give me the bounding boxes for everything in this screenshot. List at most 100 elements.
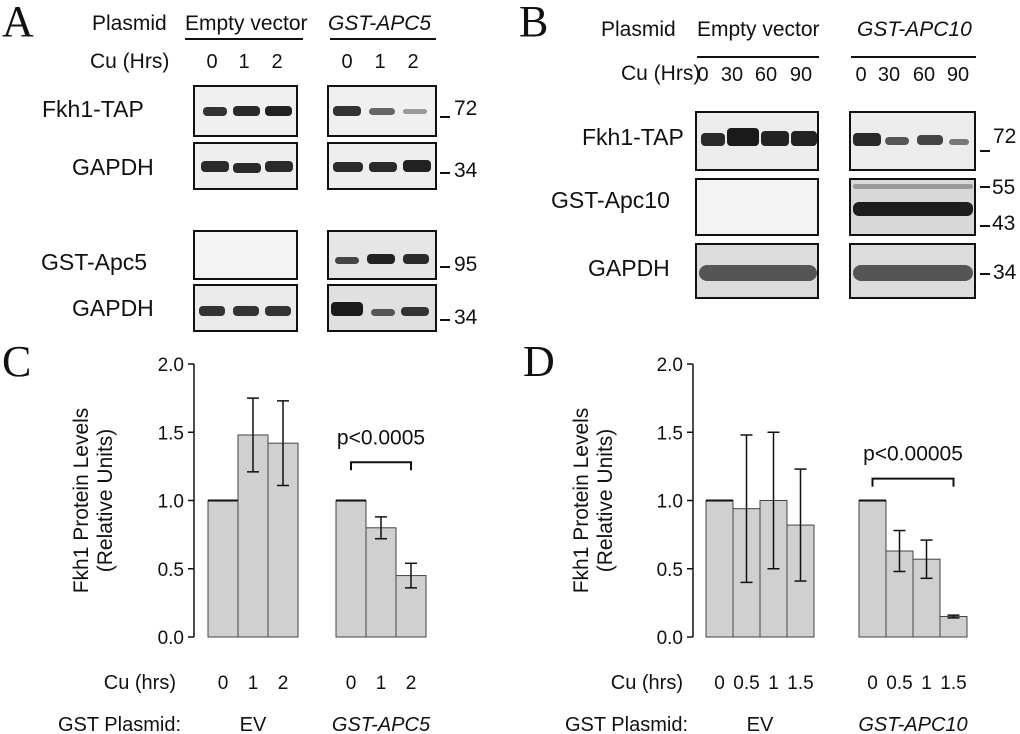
panel-label-c: C (2, 337, 32, 386)
row-label: GAPDH (72, 154, 154, 180)
y-axis-label: Fkh1 Protein Levels (570, 408, 593, 594)
y-tick-label: 2.0 (158, 355, 184, 376)
bar-chart-c: Fkh1 Protein Levels (Relative Units) 0.0 0.… (58, 355, 431, 734)
y-tick-label: 1.5 (657, 423, 683, 444)
x-tick-label: 0 (714, 673, 725, 694)
row-label: GAPDH (588, 255, 670, 281)
lane-label: 1 (374, 51, 386, 73)
row-label: Fkh1-TAP (582, 124, 684, 150)
mw-label: 34 (454, 306, 478, 329)
row-label: GST-Apc10 (551, 187, 670, 213)
mw-tick (440, 116, 450, 118)
plasmid-row-label: GST Plasmid: (565, 714, 688, 734)
bar (705, 500, 734, 638)
mw-tick (980, 186, 990, 188)
blot-a-gapdh-gst (327, 142, 437, 190)
lane-label: 60 (912, 64, 936, 86)
plasmid-label: EV (240, 714, 267, 734)
y-tick-label: 1.0 (657, 492, 683, 513)
x-tick-label: 1.5 (940, 673, 966, 694)
blot-a-gapdh-ev (193, 142, 298, 190)
p-value-annotation: p<0.00005 (863, 443, 963, 466)
group-name-b-ev: Empty vector (697, 18, 820, 41)
mw-tick (440, 266, 450, 268)
cu-label-a: Cu (Hrs) (90, 50, 170, 73)
y-axis-label: (Relative Units) (594, 429, 617, 573)
blot-b-fkh1-gst (849, 111, 976, 171)
blot-b-fkh1-ev (695, 111, 819, 171)
blot-b-gstapc10-ev (695, 178, 819, 236)
x-tick-label: 0.5 (733, 673, 759, 694)
group-name-b-gst: GST-APC10 (857, 18, 972, 41)
x-axis-label: Cu (hrs) (104, 672, 176, 694)
mw-label: 72 (993, 125, 1017, 148)
x-tick-label: 1.5 (787, 673, 813, 694)
mw-label: 34 (454, 159, 478, 182)
blot-a-gstapc5-ev (193, 230, 298, 280)
y-tick-label: 2.0 (657, 355, 683, 376)
mw-tick (440, 172, 450, 174)
mw-tick (980, 225, 990, 227)
blot-a-fkh1-ev (193, 85, 298, 137)
bar (207, 500, 239, 638)
mw-tick (980, 150, 990, 152)
blot-a-gapdh2-gst (327, 284, 437, 332)
blot-b-gapdh-ev (695, 243, 819, 299)
mw-tick (980, 273, 990, 275)
blot-a-fkh1-gst (327, 85, 437, 137)
mw-label: 55 (992, 176, 1016, 199)
lane-label: 60 (754, 64, 778, 86)
group-underline (697, 56, 819, 58)
x-tick-label: 0.5 (886, 673, 912, 694)
lane-label: 0 (697, 64, 709, 86)
lane-label: 1 (238, 51, 250, 73)
x-tick-label: 1 (376, 673, 387, 694)
x-tick-label: 1 (921, 673, 932, 694)
bar-chart-d: Fkh1 Protein Levels (Relative Units) 0.0 0.… (565, 355, 968, 734)
mw-label: 95 (454, 253, 478, 276)
lane-label: 30 (720, 64, 744, 86)
p-value-annotation: p<0.0005 (337, 426, 425, 449)
cu-label-b: Cu (Hrs) (621, 62, 701, 85)
lane-label: 2 (407, 51, 419, 73)
bar (365, 527, 397, 638)
blot-b-gapdh-gst (849, 243, 976, 299)
lane-label: 90 (946, 64, 970, 86)
lane-label: 0 (206, 51, 218, 73)
y-axis-label: Fkh1 Protein Levels (70, 408, 93, 594)
row-label: GAPDH (72, 295, 154, 321)
panel-label-a: A (2, 0, 34, 46)
group-underline (185, 38, 303, 40)
mw-tick (440, 319, 450, 321)
x-tick-label: 1 (768, 673, 779, 694)
lane-label: 0 (855, 64, 867, 86)
y-tick-label: 1.0 (158, 492, 184, 513)
lane-label: 2 (271, 51, 283, 73)
significance-bracket (350, 461, 412, 471)
y-tick-label: 0.5 (657, 560, 683, 581)
y-axis-label: (Relative Units) (94, 429, 117, 573)
row-label: Fkh1-TAP (42, 96, 144, 122)
plasmid-row-label: GST Plasmid: (58, 714, 181, 734)
x-tick-label: 0 (867, 673, 878, 694)
x-tick-label: 2 (278, 673, 289, 694)
lane-label: 30 (877, 64, 901, 86)
x-tick-label: 0 (218, 673, 229, 694)
mw-label: 43 (992, 212, 1016, 235)
group-underline (851, 56, 976, 58)
plasmid-label: EV (747, 714, 774, 734)
row-label: GST-Apc5 (41, 249, 148, 275)
significance-bracket (871, 477, 955, 487)
blot-a-gstapc5-gst (327, 230, 437, 280)
x-tick-label: 2 (406, 673, 417, 694)
x-tick-label: 1 (248, 673, 259, 694)
plasmid-label-b: Plasmid (601, 18, 676, 41)
group-name-a-gst: GST-APC5 (328, 12, 432, 35)
panel-label-b: B (519, 0, 549, 46)
y-tick-label: 0.5 (158, 560, 184, 581)
mw-label: 72 (454, 97, 478, 120)
x-axis-label: Cu (hrs) (611, 672, 683, 694)
plasmid-label: GST-APC5 (332, 714, 431, 734)
lane-label: 90 (789, 64, 813, 86)
y-tick-label: 0.0 (158, 628, 184, 649)
